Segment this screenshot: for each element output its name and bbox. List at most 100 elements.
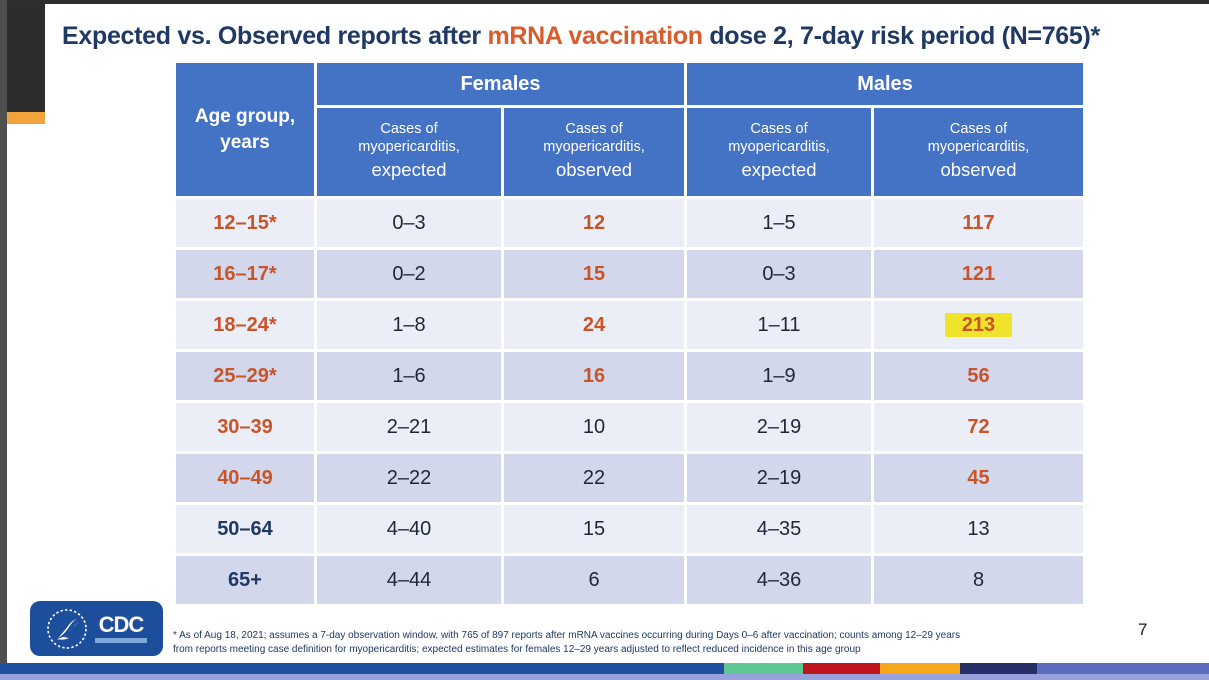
value-cell: 16 (504, 352, 684, 400)
age-cell: 65+ (176, 556, 314, 604)
slide-title: Expected vs. Observed reports after mRNA… (62, 22, 1192, 51)
footnote-line1: * As of Aug 18, 2021; assumes a 7-day ob… (173, 630, 961, 641)
females-observed-header: Cases of myopericarditis, observed (504, 108, 684, 196)
age-cell: 50–64 (176, 505, 314, 553)
value-cell: 117 (874, 199, 1083, 247)
value-cell: 213 (874, 301, 1083, 349)
sub-line3: observed (555, 159, 633, 181)
corner-dark-block (7, 4, 45, 112)
footer-bar-segment-amber (880, 663, 960, 674)
value-cell: 2–19 (687, 403, 871, 451)
age-cell: 18–24* (176, 301, 314, 349)
value-cell: 0–3 (317, 199, 501, 247)
title-highlight: mRNA vaccination (487, 22, 703, 50)
value-cell: 4–35 (687, 505, 871, 553)
sub-line3: expected (371, 159, 447, 181)
value-cell: 1–8 (317, 301, 501, 349)
table-row: 25–29* 1–6 16 1–9 56 (176, 352, 1083, 400)
title-suffix: dose 2, 7-day risk period (N=765)* (702, 22, 1100, 50)
sub-line2: myopericarditis, (927, 139, 1030, 156)
value-cell: 121 (874, 250, 1083, 298)
age-cell: 40–49 (176, 454, 314, 502)
cdc-wordmark: CDC (95, 614, 147, 643)
value-cell: 15 (504, 505, 684, 553)
value-cell: 2–22 (317, 454, 501, 502)
sub-line2: myopericarditis, (728, 139, 830, 156)
value-cell: 0–3 (687, 250, 871, 298)
age-cell: 12–15* (176, 199, 314, 247)
value-cell: 1–9 (687, 352, 871, 400)
males-header: Males (687, 63, 1083, 105)
value-cell: 4–36 (687, 556, 871, 604)
footnote-line2: from reports meeting case definition for… (173, 643, 861, 655)
table-header: Age group, years Females Males Cases of … (176, 63, 1083, 196)
slide-left-edge (0, 0, 7, 680)
value-cell: 6 (504, 556, 684, 604)
value-cell: 8 (874, 556, 1083, 604)
footer-bar-segment-blue (0, 663, 724, 674)
corner-orange-block (7, 112, 45, 124)
age-group-header-line1: Age group, (194, 105, 296, 127)
footer-bar-segment-periwinkle (1037, 663, 1209, 674)
footer-bar-segment-red (803, 663, 880, 674)
value-cell: 12 (504, 199, 684, 247)
value-cell: 2–21 (317, 403, 501, 451)
value-cell: 24 (504, 301, 684, 349)
table-row: 65+ 4–44 6 4–36 8 (176, 556, 1083, 604)
age-group-header: Age group, years (176, 63, 314, 196)
value-cell: 13 (874, 505, 1083, 553)
cdc-label: CDC (98, 612, 145, 637)
age-cell: 30–39 (176, 403, 314, 451)
footer-color-bar (0, 663, 1209, 674)
sub-line3: expected (741, 159, 817, 181)
page-number: 7 (1138, 620, 1148, 639)
group-header-row: Age group, years Females Males (176, 63, 1083, 196)
table-row: 16–17* 0–2 15 0–3 121 (176, 250, 1083, 298)
age-group-header-line2: years (220, 131, 270, 153)
sub-line1: Cases of (750, 121, 808, 137)
sub-line2: myopericarditis, (543, 139, 645, 156)
value-cell: 56 (874, 352, 1083, 400)
cdc-logo: CDC (30, 601, 163, 656)
males-observed-header: Cases of myopericarditis, observed (874, 108, 1083, 196)
footer-bar-segment-navy (960, 663, 1037, 674)
sub-line1: Cases of (380, 121, 438, 137)
value-cell: 45 (874, 454, 1083, 502)
sub-line1: Cases of (949, 121, 1008, 137)
age-cell: 25–29* (176, 352, 314, 400)
footer-bar-segment-green (724, 663, 803, 674)
value-cell: 10 (504, 403, 684, 451)
footer-strip (0, 674, 1209, 680)
value-cell: 4–44 (317, 556, 501, 604)
value-cell: 15 (504, 250, 684, 298)
slide-top-edge (0, 0, 1209, 4)
value-cell: 22 (504, 454, 684, 502)
highlighted-value: 213 (944, 313, 1013, 337)
table-body: 12–15* 0–3 12 1–5 117 16–17* 0–2 15 0–3 121 18–24*… (176, 199, 1083, 604)
females-expected-header: Cases of myopericarditis, expected (317, 108, 501, 196)
table-row: 50–64 4–40 15 4–35 13 (176, 505, 1083, 553)
table-row: 18–24* 1–8 24 1–11 213 (176, 301, 1083, 349)
value-cell: 4–40 (317, 505, 501, 553)
males-expected-header: Cases of myopericarditis, expected (687, 108, 871, 196)
value-cell: 0–2 (317, 250, 501, 298)
footnote: * As of Aug 18, 2021; assumes a 7-day ob… (173, 629, 1128, 656)
females-header: Females (317, 63, 684, 105)
value-cell: 1–5 (687, 199, 871, 247)
value-cell: 2–19 (687, 454, 871, 502)
value-cell: 1–6 (317, 352, 501, 400)
sub-line3: observed (940, 159, 1017, 181)
table-row: 40–49 2–22 22 2–19 45 (176, 454, 1083, 502)
title-prefix: Expected vs. Observed reports after (62, 22, 488, 50)
cdc-microtext (95, 638, 147, 643)
age-cell: 16–17* (176, 250, 314, 298)
sub-line1: Cases of (565, 121, 623, 137)
sub-header-row: Cases of myopericarditis, expected Cases… (176, 108, 1083, 196)
value-cell: 72 (874, 403, 1083, 451)
value-cell: 1–11 (687, 301, 871, 349)
table-row: 30–39 2–21 10 2–19 72 (176, 403, 1083, 451)
hhs-eagle-icon (47, 608, 87, 649)
sub-line2: myopericarditis, (358, 139, 460, 156)
table-row: 12–15* 0–3 12 1–5 117 (176, 199, 1083, 247)
expected-vs-observed-table: Age group, years Females Males Cases of … (173, 60, 1086, 607)
